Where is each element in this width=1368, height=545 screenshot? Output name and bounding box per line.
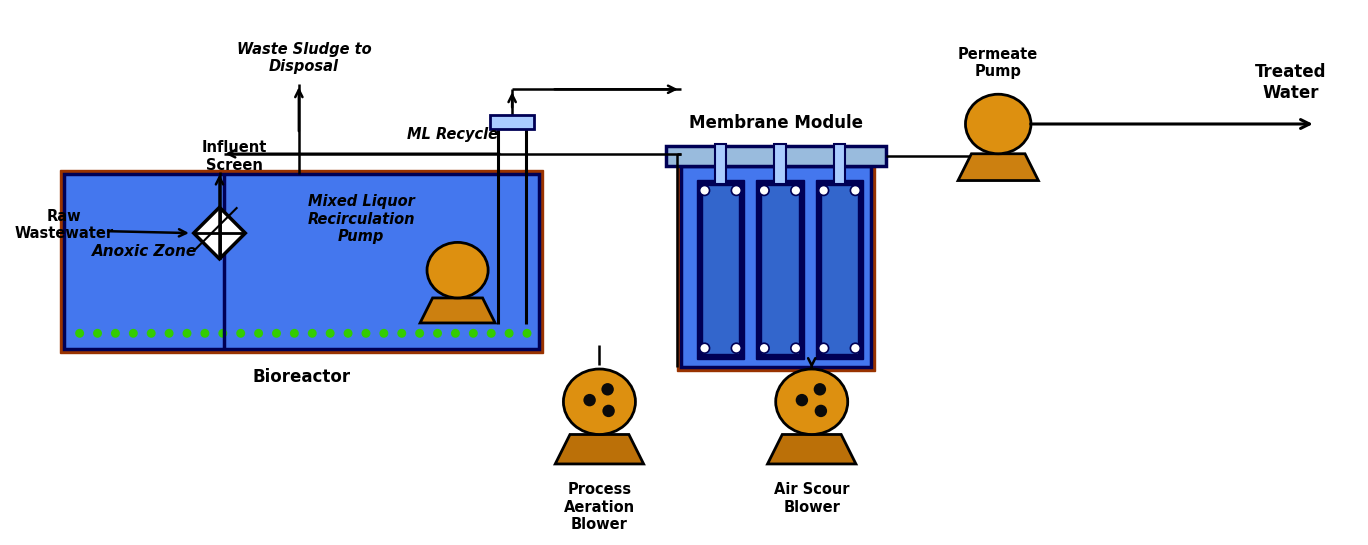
Circle shape — [791, 343, 800, 353]
Circle shape — [796, 394, 808, 407]
Bar — [714, 144, 726, 184]
Text: Process
Aeration
Blower: Process Aeration Blower — [564, 482, 635, 532]
Circle shape — [75, 329, 83, 338]
Circle shape — [732, 185, 741, 196]
Circle shape — [326, 329, 335, 338]
Circle shape — [699, 185, 710, 196]
Bar — [60, 169, 543, 353]
Circle shape — [361, 329, 371, 338]
Bar — [666, 146, 886, 166]
Circle shape — [602, 405, 614, 417]
Ellipse shape — [966, 94, 1031, 154]
Bar — [757, 179, 804, 359]
Circle shape — [111, 329, 120, 338]
Circle shape — [583, 394, 596, 407]
Polygon shape — [420, 298, 495, 323]
Text: Anoxic Zone: Anoxic Zone — [92, 244, 197, 259]
Circle shape — [469, 329, 477, 338]
Text: Treated
Water: Treated Water — [1254, 63, 1327, 102]
Text: Influent
Screen: Influent Screen — [201, 140, 267, 173]
Circle shape — [415, 329, 424, 338]
Bar — [490, 115, 534, 129]
Bar — [681, 166, 871, 367]
Text: ML Recycle: ML Recycle — [408, 127, 498, 142]
Circle shape — [851, 185, 860, 196]
Circle shape — [201, 329, 209, 338]
Circle shape — [164, 329, 174, 338]
Polygon shape — [767, 434, 856, 464]
Bar — [821, 185, 858, 354]
Text: Membrane Module: Membrane Module — [689, 114, 863, 132]
Bar — [702, 185, 739, 354]
Circle shape — [818, 185, 829, 196]
Circle shape — [791, 185, 800, 196]
Text: Waste Sludge to
Disposal: Waste Sludge to Disposal — [237, 42, 371, 75]
Circle shape — [397, 329, 406, 338]
Circle shape — [818, 343, 829, 353]
Bar — [677, 162, 876, 371]
Circle shape — [290, 329, 298, 338]
Circle shape — [815, 405, 828, 417]
Bar — [815, 179, 863, 359]
Circle shape — [379, 329, 389, 338]
Text: Raw
Wastewater: Raw Wastewater — [14, 209, 114, 241]
Text: Bioreactor: Bioreactor — [252, 368, 350, 386]
Circle shape — [602, 383, 614, 396]
Circle shape — [505, 329, 513, 338]
Text: Permeate
Pump: Permeate Pump — [958, 47, 1038, 80]
Circle shape — [254, 329, 263, 338]
Circle shape — [451, 329, 460, 338]
Circle shape — [146, 329, 156, 338]
Circle shape — [851, 343, 860, 353]
Circle shape — [129, 329, 138, 338]
Ellipse shape — [427, 243, 488, 298]
Circle shape — [272, 329, 280, 338]
Circle shape — [814, 383, 826, 396]
Circle shape — [732, 343, 741, 353]
Circle shape — [523, 329, 532, 338]
Polygon shape — [555, 434, 643, 464]
Circle shape — [343, 329, 353, 338]
Circle shape — [759, 185, 769, 196]
Circle shape — [93, 329, 103, 338]
Circle shape — [434, 329, 442, 338]
Polygon shape — [194, 207, 245, 259]
Text: Air Scour
Blower: Air Scour Blower — [774, 482, 850, 514]
Circle shape — [487, 329, 495, 338]
Bar — [696, 179, 744, 359]
Bar — [774, 144, 787, 184]
Circle shape — [308, 329, 317, 338]
Circle shape — [699, 343, 710, 353]
Circle shape — [219, 329, 227, 338]
Ellipse shape — [564, 369, 636, 434]
Text: Mixed Liquor
Recirculation
Pump: Mixed Liquor Recirculation Pump — [308, 195, 415, 244]
Circle shape — [182, 329, 192, 338]
Circle shape — [759, 343, 769, 353]
Polygon shape — [958, 154, 1038, 180]
Bar — [761, 185, 799, 354]
Ellipse shape — [776, 369, 848, 434]
Bar — [64, 174, 539, 349]
Bar — [833, 144, 845, 184]
Circle shape — [237, 329, 245, 338]
